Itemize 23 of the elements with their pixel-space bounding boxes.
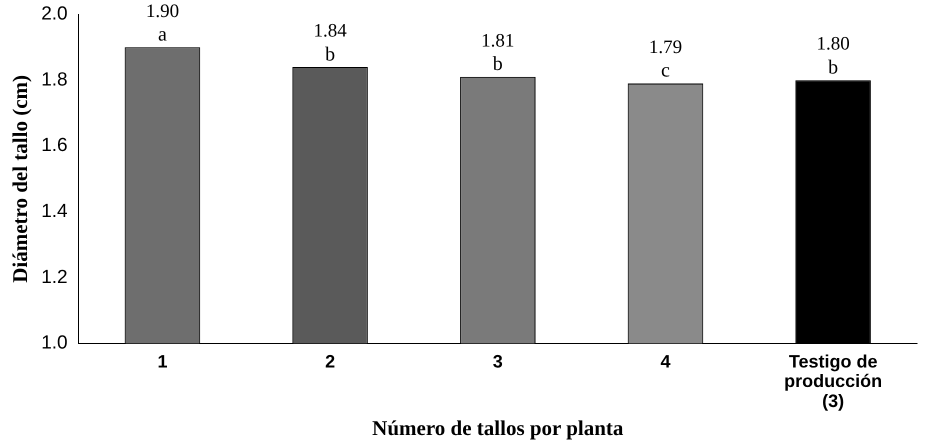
x-axis-title: Número de tallos por planta — [372, 416, 624, 440]
annotation: a — [158, 24, 168, 46]
annotation: b — [325, 43, 336, 66]
x-tick-label: 3 — [492, 351, 503, 372]
y-tick-label: 1.2 — [41, 266, 68, 288]
y-axis-title: Diámetro del tallo (cm) — [8, 74, 32, 283]
y-tick-label: 1.8 — [41, 69, 68, 90]
y-tick-label: 1.6 — [41, 135, 68, 156]
x-tick-label: Testigo de producción (3) — [784, 351, 882, 411]
data-label: 1.80 — [816, 34, 850, 55]
x-tick-label: 1 — [157, 351, 168, 372]
y-tick-label: 1.4 — [41, 201, 68, 222]
y-tick-label: 1.0 — [41, 332, 68, 354]
x-tick-label: 2 — [325, 351, 336, 372]
x-tick-label: 4 — [660, 351, 670, 372]
data-label: 1.90 — [146, 0, 180, 22]
annotation: b — [828, 56, 838, 78]
annotation: c — [661, 60, 670, 82]
data-label: 1.79 — [648, 36, 682, 58]
y-tick-label: 2.0 — [41, 4, 68, 25]
annotation: b — [492, 53, 503, 76]
data-label: 1.84 — [314, 20, 348, 42]
data-label: 1.81 — [481, 30, 514, 52]
